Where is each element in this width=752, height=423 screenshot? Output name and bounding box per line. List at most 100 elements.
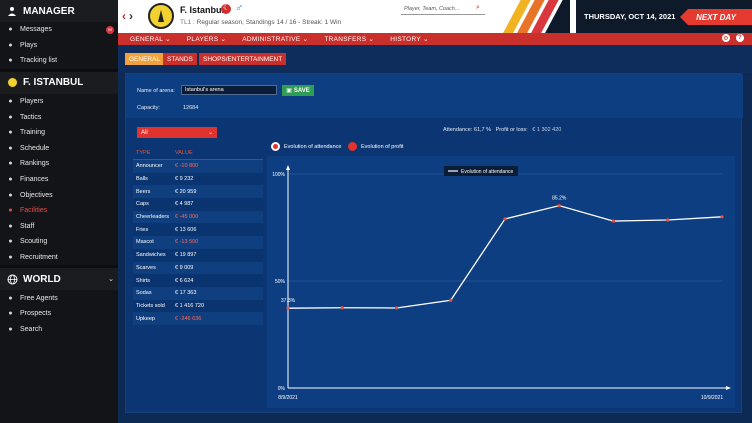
row-value: € 17 363	[175, 290, 197, 297]
help-icon[interactable]: ?	[736, 34, 744, 42]
sidebar-item-prospects[interactable]: ● Prospects	[0, 306, 118, 322]
club-logo-icon	[6, 77, 18, 89]
sidebar-item-label: Search	[20, 325, 43, 333]
menu-general[interactable]: GENERAL ⌄	[130, 36, 171, 43]
free-agent-icon: ●	[8, 294, 13, 302]
capacity-value: 12684	[183, 105, 199, 111]
back-arrow-icon[interactable]: ‹	[122, 9, 126, 23]
settings-icon[interactable]: ⚙	[722, 34, 730, 42]
players-icon: ●	[8, 98, 13, 106]
play-icon: ●	[8, 41, 13, 49]
turkey-flag-icon	[221, 3, 231, 14]
attendance-chart-svg: 100% 50% 0% 8/9/2021 10/9/2021 Evolution of a…	[272, 165, 731, 401]
filter-value: All	[141, 129, 148, 136]
revenue-table: TYPE VALUE Announcer € -10 800 Balls € 9 23…	[133, 150, 263, 325]
sidebar-item-label: Scouting	[20, 238, 48, 246]
manager-section-header[interactable]: MANAGER	[0, 0, 118, 22]
legend-box	[444, 166, 518, 176]
decorative-stripes	[490, 0, 570, 33]
row-value: € 6 624	[175, 277, 194, 284]
sidebar-item-recruitment[interactable]: ● Recruitment	[0, 250, 118, 266]
sidebar-item-free-agents[interactable]: ● Free Agents	[0, 290, 118, 306]
chevron-down-icon[interactable]: ⌄	[108, 276, 114, 284]
facility-tabs: GENERAL STANDS SHOPS/ENTERTAINMENT	[118, 45, 752, 73]
sidebar-item-tracking-list[interactable]: ● Tracking list	[0, 53, 118, 69]
search-input[interactable]: Player, Team, Coach...	[401, 4, 485, 15]
top-menu-icons: ⚙ ?	[722, 34, 744, 42]
row-value: € 9 232	[175, 176, 194, 183]
envelope-icon: ●	[8, 26, 13, 34]
sidebar-item-plays[interactable]: ● Plays	[0, 38, 118, 54]
sidebar-item-label: Free Agents	[20, 294, 58, 302]
sidebar-item-staff[interactable]: ● Staff	[0, 219, 118, 235]
club-section-title: F. ISTANBUL	[23, 77, 84, 89]
search-icon[interactable]: ⌕	[476, 4, 480, 11]
tab-general[interactable]: GENERAL	[125, 53, 165, 65]
table-row: Upkeep € -246 636	[133, 312, 263, 325]
tab-shops-entertainment[interactable]: SHOPS/ENTERTAINMENT	[199, 53, 287, 65]
globe-icon	[6, 273, 18, 285]
next-day-button[interactable]: NEXT DAY	[680, 9, 752, 25]
save-button[interactable]: ▣ SAVE	[282, 85, 314, 96]
profit-label: Profit or loss:	[495, 127, 528, 133]
row-type: Caps	[136, 201, 149, 208]
whistle-icon: ●	[8, 129, 13, 137]
history-navigation: ‹ ›	[122, 9, 133, 23]
arena-name-input[interactable]: Istanbul's arena	[181, 85, 277, 95]
sidebar-item-rankings[interactable]: ● Rankings	[0, 156, 118, 172]
data-point	[720, 215, 724, 219]
sidebar-item-tactics[interactable]: ● Tactics	[0, 109, 118, 125]
tab-stands[interactable]: STANDS	[163, 53, 197, 65]
sidebar-item-training[interactable]: ● Training	[0, 125, 118, 141]
data-point	[286, 306, 290, 310]
menu-history[interactable]: HISTORY ⌄	[390, 36, 429, 43]
club-logo[interactable]	[148, 3, 174, 29]
menu-administrative[interactable]: ADMINISTRATIVE ⌄	[242, 36, 309, 43]
sidebar: MANAGER ● Messages 99 ● Plays ● Tracking list …	[0, 0, 118, 423]
menu-players[interactable]: PLAYERS ⌄	[186, 36, 227, 43]
club-name[interactable]: F. Istanbul	[180, 5, 225, 15]
sidebar-item-scouting[interactable]: ● Scouting	[0, 234, 118, 250]
row-type: Scarves	[136, 264, 156, 271]
unread-badge: 99	[106, 25, 114, 34]
row-type: Tickets sold	[136, 302, 165, 309]
league-code: TL1 :	[180, 19, 195, 26]
option-profit[interactable]: Evolution of profit	[348, 142, 404, 151]
row-type: Beers	[136, 188, 151, 195]
forward-arrow-icon[interactable]: ›	[129, 9, 133, 23]
male-icon: ♂	[235, 2, 244, 14]
league-info: TL1 : Regular season, Standings 14 / 16 …	[180, 19, 341, 26]
data-point	[557, 204, 561, 208]
row-type: Mascot	[136, 239, 154, 246]
sidebar-item-search[interactable]: ● Search	[0, 322, 118, 338]
row-value: € -13 500	[175, 239, 199, 246]
category-filter-select[interactable]: All ⌄	[137, 127, 217, 138]
current-date: THURSDAY, OCT 14, 2021	[584, 12, 676, 21]
top-header: ‹ › F. Istanbul ♂ TL1 : Regular season, …	[118, 0, 752, 33]
sidebar-item-finances[interactable]: ● Finances	[0, 172, 118, 188]
table-row: Sodas € 17 363	[133, 286, 263, 300]
sidebar-item-messages[interactable]: ● Messages 99	[0, 22, 118, 38]
row-type: Balls	[136, 176, 148, 183]
world-section-header[interactable]: WORLD ⌄	[0, 268, 118, 291]
club-section-header[interactable]: F. ISTANBUL	[0, 71, 118, 94]
attendance-line	[287, 204, 723, 309]
sidebar-item-label: Tracking list	[20, 57, 58, 65]
rankings-icon: ●	[8, 160, 13, 168]
sidebar-item-objectives[interactable]: ● Objectives	[0, 187, 118, 203]
stadium-icon: ●	[8, 207, 13, 215]
menu-transfers[interactable]: TRANSFERS ⌄	[324, 36, 375, 43]
table-row: Mascot € -13 500	[133, 236, 263, 249]
sidebar-item-facilities[interactable]: ● Facilities	[0, 203, 118, 219]
row-value: € 1 416 720	[175, 302, 205, 309]
sidebar-item-label: Players	[20, 98, 44, 106]
sidebar-divider	[0, 265, 118, 269]
sidebar-item-players[interactable]: ● Players	[0, 94, 118, 110]
arena-name-label: Name of arena:	[137, 88, 175, 94]
sidebar-item-schedule[interactable]: ● Schedule	[0, 141, 118, 157]
data-point	[340, 306, 344, 310]
option-attendance[interactable]: Evolution of attendance	[271, 142, 342, 151]
row-type: Cheerleaders	[136, 214, 170, 221]
x-tick-label: 10/9/2021	[701, 395, 723, 401]
row-type: Sandwiches	[136, 252, 166, 259]
